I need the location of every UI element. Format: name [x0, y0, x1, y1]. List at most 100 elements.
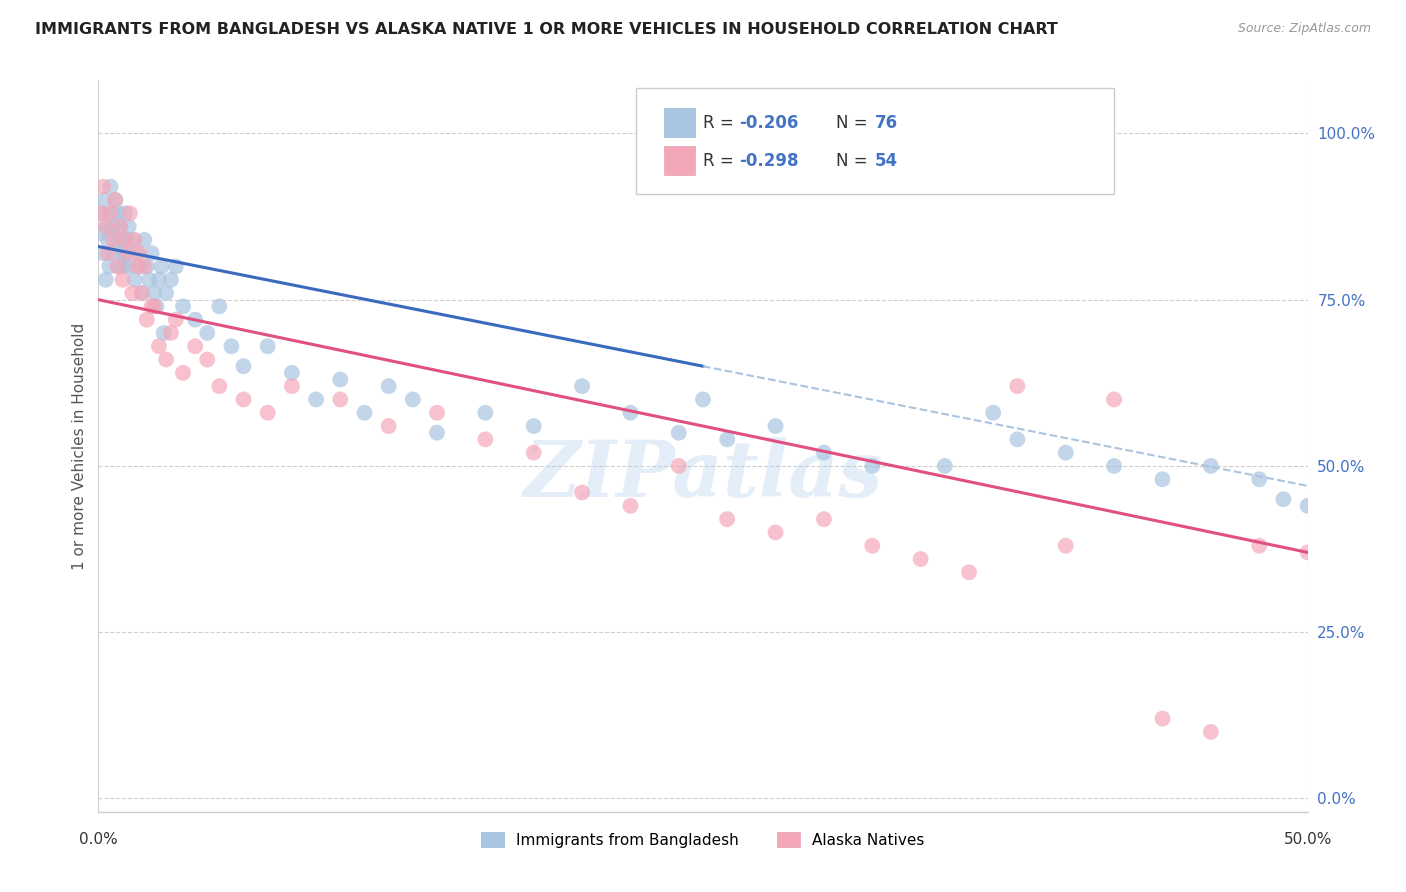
Point [232, 392, 254, 407]
Point [104, 193, 127, 207]
FancyBboxPatch shape [664, 108, 695, 137]
Point [143, 286, 166, 301]
Point [208, 299, 231, 313]
Point [114, 233, 136, 247]
Point [148, 273, 170, 287]
Point [105, 233, 128, 247]
Point [1249, 472, 1271, 486]
Point [329, 392, 352, 407]
Point [111, 273, 134, 287]
Point [97, 246, 120, 260]
Point [90, 206, 112, 220]
Point [981, 406, 1004, 420]
Point [1296, 499, 1319, 513]
Point [107, 260, 129, 274]
Point [117, 246, 139, 260]
Point [1152, 712, 1174, 726]
Point [152, 326, 174, 340]
Point [668, 458, 690, 473]
Point [141, 299, 163, 313]
Point [155, 352, 177, 367]
Point [281, 379, 304, 393]
Point [619, 406, 641, 420]
Point [94, 219, 117, 234]
Text: -0.298: -0.298 [740, 152, 799, 169]
Point [128, 260, 150, 274]
Point [100, 206, 122, 220]
Point [184, 312, 207, 326]
Point [619, 499, 641, 513]
Point [256, 406, 278, 420]
Point [145, 299, 167, 313]
Point [118, 206, 141, 220]
Point [118, 219, 141, 234]
Point [195, 352, 218, 367]
Point [91, 179, 114, 194]
Point [402, 392, 425, 407]
Point [221, 339, 243, 353]
Point [957, 566, 980, 580]
Point [91, 246, 114, 260]
Point [1102, 392, 1125, 407]
Point [97, 233, 120, 247]
Point [135, 260, 157, 274]
Point [111, 246, 134, 260]
Point [329, 372, 352, 386]
Point [353, 406, 375, 420]
Point [232, 359, 254, 374]
Point [160, 326, 183, 340]
Point [127, 246, 149, 260]
Text: -0.206: -0.206 [740, 113, 799, 132]
Point [377, 419, 399, 434]
Text: R =: R = [703, 113, 740, 132]
Point [107, 206, 129, 220]
Point [860, 458, 883, 473]
Point [108, 219, 131, 234]
Point [1007, 379, 1029, 393]
Point [118, 260, 141, 274]
Point [114, 206, 136, 220]
Point [143, 299, 166, 313]
Point [112, 260, 135, 274]
Point [1102, 458, 1125, 473]
Point [813, 512, 835, 526]
Point [165, 312, 187, 326]
Point [172, 366, 194, 380]
Point [1272, 492, 1295, 507]
Point [426, 425, 449, 440]
Point [121, 233, 143, 247]
Point [305, 392, 328, 407]
Point [860, 539, 883, 553]
Point [208, 379, 231, 393]
Point [172, 299, 194, 313]
Point [104, 193, 127, 207]
Text: N =: N = [837, 152, 873, 169]
Text: 0.0%: 0.0% [79, 831, 118, 847]
Point [128, 246, 150, 260]
Point [101, 233, 124, 247]
Point [100, 179, 122, 194]
Point [1054, 445, 1077, 459]
Point [377, 379, 399, 393]
Text: Source: ZipAtlas.com: Source: ZipAtlas.com [1237, 22, 1371, 36]
Point [1199, 725, 1222, 739]
Text: R =: R = [703, 152, 740, 169]
Point [148, 339, 170, 353]
Point [716, 512, 738, 526]
Point [1152, 472, 1174, 486]
Point [108, 260, 131, 274]
Point [100, 206, 122, 220]
Point [571, 485, 593, 500]
Point [93, 193, 115, 207]
Point [934, 458, 956, 473]
Point [1199, 458, 1222, 473]
Point [716, 433, 738, 447]
Point [523, 445, 546, 459]
Point [117, 246, 139, 260]
Point [523, 419, 546, 434]
Point [155, 286, 177, 301]
Point [134, 260, 156, 274]
Point [101, 219, 124, 234]
Point [1249, 539, 1271, 553]
Text: N =: N = [837, 113, 873, 132]
